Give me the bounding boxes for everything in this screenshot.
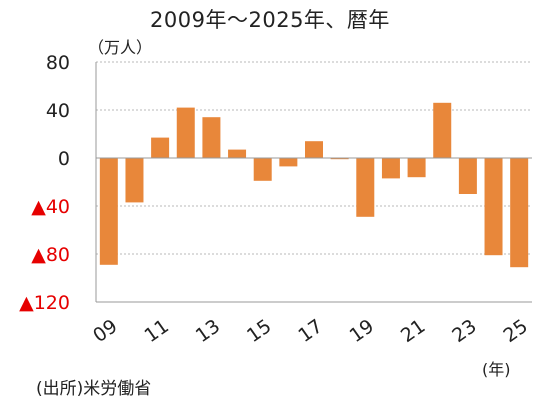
- x-tick-label: 09: [89, 315, 121, 347]
- bar-10: [125, 158, 144, 203]
- x-tick-labels: 09 11 13 15 17 19 21 23 25: [89, 315, 532, 347]
- bar-22: [433, 102, 452, 158]
- y-tick-label: 80: [46, 52, 70, 74]
- bar-21: [407, 158, 426, 178]
- y-tick-label: 40: [46, 100, 70, 122]
- axes: [95, 62, 532, 303]
- x-tick-label: 13: [192, 315, 224, 347]
- bar-11: [151, 137, 170, 158]
- chart-title: 2009年～2025年、暦年: [150, 8, 390, 32]
- bar-23: [458, 158, 477, 194]
- y-tick-label: ▲40: [31, 196, 70, 218]
- x-tick-label: 17: [294, 315, 326, 347]
- bar-17: [305, 141, 323, 158]
- bar-15: [253, 158, 272, 181]
- x-tick-label: 19: [346, 315, 378, 347]
- bar-25: [510, 158, 529, 268]
- bar-24: [484, 158, 503, 256]
- source-note: (出所)米労働省: [36, 379, 152, 399]
- y-tick-label: 0: [58, 148, 70, 170]
- x-tick-label: 25: [500, 315, 532, 347]
- bars: [99, 102, 529, 268]
- bar-20: [381, 158, 400, 179]
- y-tick-labels: 80 40 0 ▲40 ▲80 ▲120: [19, 52, 70, 314]
- x-tick-label: 21: [397, 315, 429, 347]
- y-tick-label: ▲120: [19, 292, 70, 314]
- bar-19: [356, 158, 375, 217]
- bar-16: [279, 158, 298, 167]
- y-tick-label: ▲80: [31, 244, 70, 266]
- x-axis-unit: (年): [482, 360, 511, 379]
- y-axis-unit: （万人）: [88, 38, 153, 57]
- bar-18: [330, 158, 349, 160]
- x-tick-label: 15: [243, 315, 275, 347]
- bar-09: [99, 158, 118, 265]
- bar-14: [228, 149, 247, 158]
- bar-12: [176, 107, 195, 158]
- x-tick-label: 11: [140, 315, 172, 347]
- bar-13: [202, 117, 221, 158]
- x-tick-label: 23: [448, 315, 480, 347]
